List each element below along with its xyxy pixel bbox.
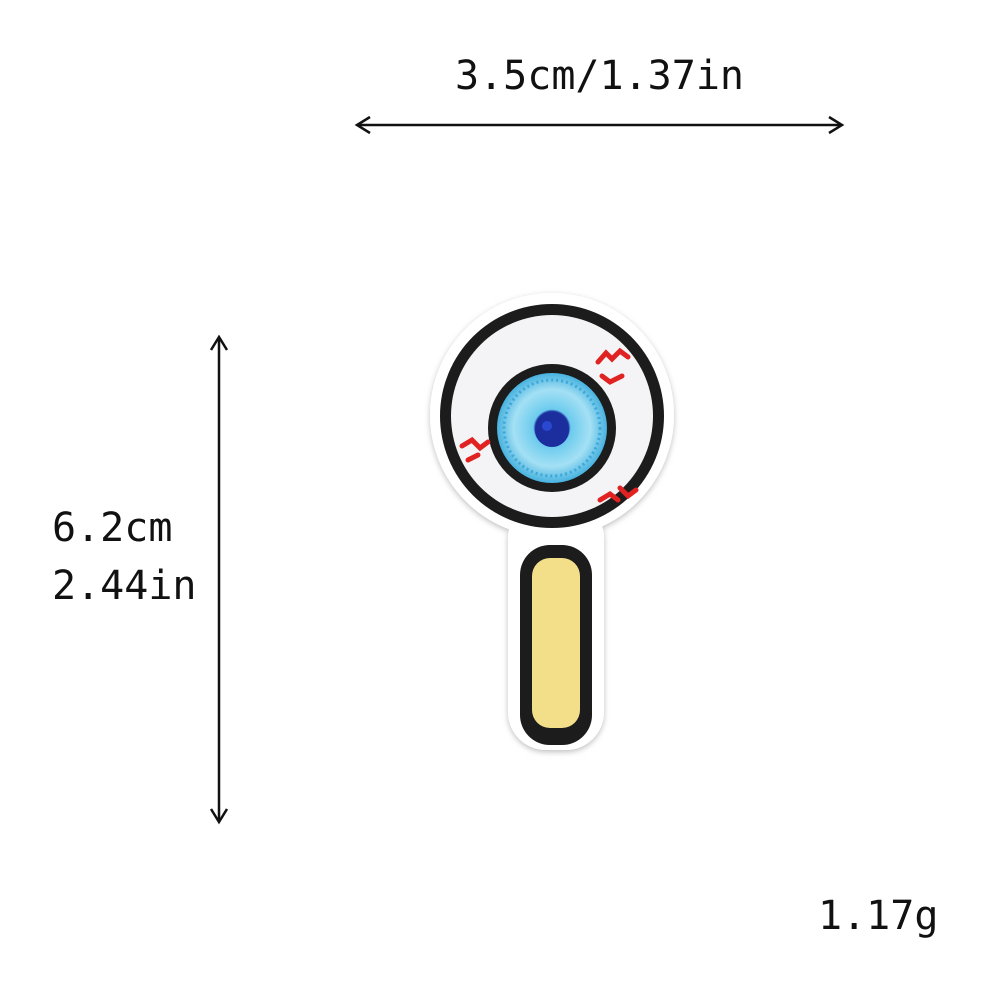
height-arrow	[209, 334, 229, 825]
width-dimension-label: 3.5cm/1.37in	[455, 53, 744, 99]
vein-marks	[459, 347, 639, 503]
stick	[532, 558, 580, 728]
height-dimension-label-in: 2.44in	[52, 563, 197, 609]
pupil	[535, 413, 569, 447]
height-dimension-label-cm: 6.2cm	[52, 505, 173, 551]
weight-label: 1.17g	[818, 893, 939, 939]
eyeball-lollipop-patch-icon	[430, 293, 674, 750]
width-arrow	[354, 115, 845, 135]
